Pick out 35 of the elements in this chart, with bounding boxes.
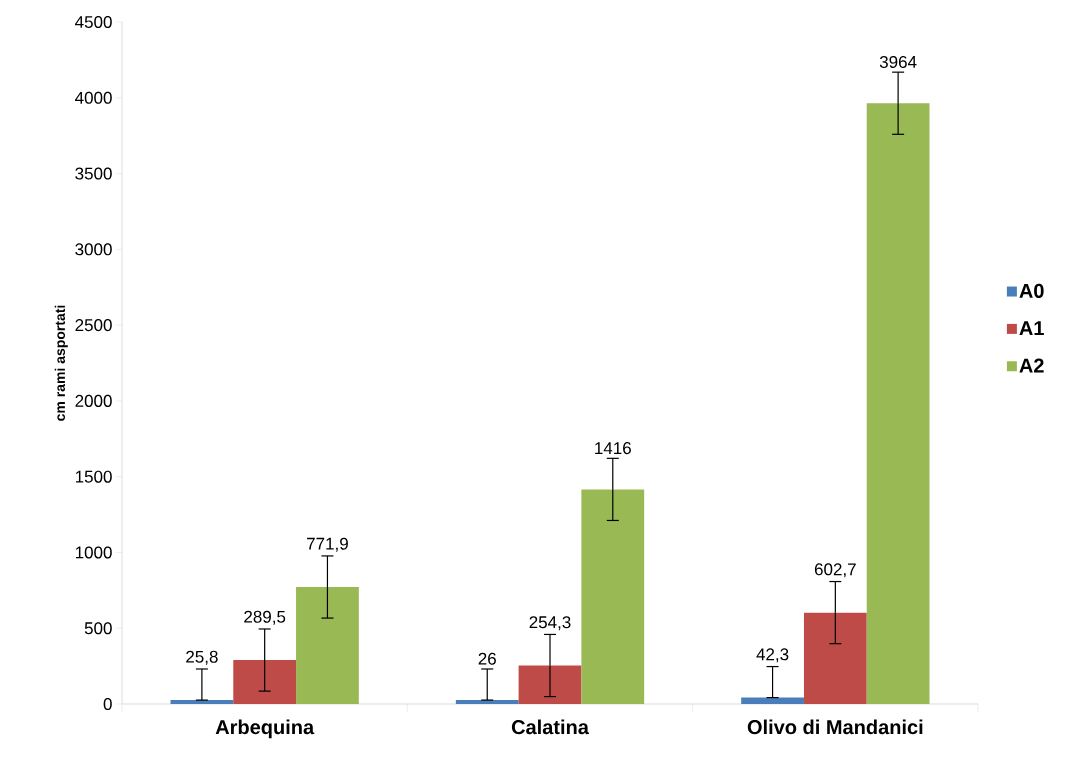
data-label: 26 [478, 652, 496, 665]
bar [803, 612, 867, 704]
data-label: 3964 [879, 55, 917, 68]
bar [296, 587, 359, 704]
y-tick-label: 2500 [75, 319, 112, 332]
bar [518, 665, 582, 704]
y-tick-label: 2000 [75, 394, 112, 407]
data-label: 25,8 [186, 650, 218, 665]
bar [866, 103, 930, 704]
x-tick-label: Arbequina [215, 719, 315, 739]
bar [741, 697, 804, 704]
data-label: 42,3 [756, 648, 789, 663]
legend-label: A1 [1019, 321, 1044, 336]
data-label: 254,3 [529, 616, 571, 631]
y-tick-label: 3000 [75, 243, 112, 256]
y-tick-label: 1500 [75, 470, 112, 483]
y-tick-label: 3500 [75, 167, 112, 180]
bar [170, 700, 234, 704]
y-tick-label: 1000 [75, 546, 112, 559]
y-tick-label: 0 [103, 697, 112, 711]
bar [455, 700, 519, 704]
x-tick-label: Olivo di Mandanici [747, 719, 923, 735]
legend-label: A2 [1019, 358, 1044, 373]
bar [581, 489, 645, 704]
y-tick-label: 500 [84, 622, 112, 635]
x-tick-label: Calatina [511, 719, 590, 735]
y-tick-label: 4000 [75, 91, 112, 104]
y-tick-label: 4500 [75, 15, 112, 29]
data-label: 1416 [595, 442, 631, 455]
bar [233, 660, 297, 704]
legend-label: A0 [1019, 283, 1044, 298]
data-label: 289,5 [244, 610, 286, 625]
data-label: 602,7 [814, 563, 856, 578]
data-label: 771,9 [307, 537, 348, 552]
y-axis-title: cm rami asportati [54, 305, 68, 421]
